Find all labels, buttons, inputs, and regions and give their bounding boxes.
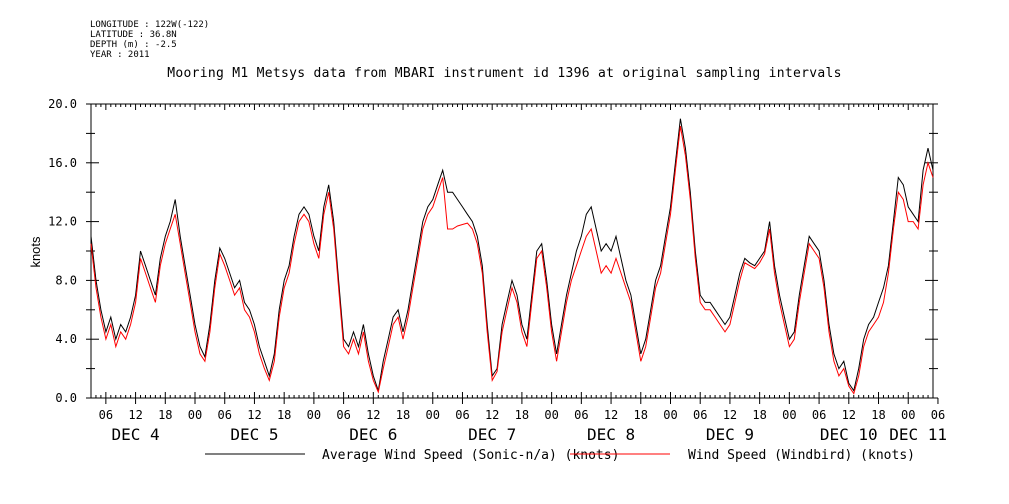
x-hour-tick-label: 12 bbox=[604, 408, 618, 422]
x-hour-tick-label: 18 bbox=[158, 408, 172, 422]
x-hour-tick-label: 00 bbox=[901, 408, 915, 422]
x-hour-tick-label: 00 bbox=[544, 408, 558, 422]
x-hour-tick-label: 18 bbox=[634, 408, 648, 422]
x-hour-tick-label: 18 bbox=[277, 408, 291, 422]
x-hour-tick-label: 12 bbox=[366, 408, 380, 422]
x-hour-tick-label: 00 bbox=[663, 408, 677, 422]
y-tick-label: 12.0 bbox=[48, 215, 77, 229]
x-hour-tick-label: 18 bbox=[871, 408, 885, 422]
x-hour-tick-label: 12 bbox=[247, 408, 261, 422]
latitude-label: LATITUDE : 36.8N bbox=[90, 30, 177, 40]
x-hour-tick-label: 06 bbox=[455, 408, 469, 422]
y-axis-ticks: 0.0 4.0 8.0 12.0 16.0 20.0 bbox=[48, 97, 938, 405]
x-hour-tick-label: 06 bbox=[218, 408, 232, 422]
x-hour-tick-label: 12 bbox=[485, 408, 499, 422]
x-hour-tick-label: 18 bbox=[752, 408, 766, 422]
x-hour-tick-label: 12 bbox=[128, 408, 142, 422]
x-day-label: DEC 4 bbox=[111, 425, 159, 444]
x-hour-tick-label: 18 bbox=[396, 408, 410, 422]
x-hour-tick-label: 00 bbox=[307, 408, 321, 422]
x-hour-tick-label: 18 bbox=[515, 408, 529, 422]
legend-label-windbird: Wind Speed (Windbird) (knots) bbox=[688, 448, 915, 463]
x-day-label: DEC 7 bbox=[468, 425, 516, 444]
y-tick-label: 4.0 bbox=[55, 332, 77, 346]
metadata-block: LONGITUDE : 122W(-122) LATITUDE : 36.8N … bbox=[90, 20, 209, 60]
y-tick-label: 8.0 bbox=[55, 273, 77, 287]
y-tick-label: 0.0 bbox=[55, 391, 77, 405]
x-day-label: DEC 9 bbox=[706, 425, 754, 444]
x-hour-tick-label: 00 bbox=[188, 408, 202, 422]
x-axis-ticks: 06 12 18 00 06 12 18 00 06 12 18 00 06 12 18 00 06 12 18 00… bbox=[90, 104, 947, 444]
x-day-label: DEC 10 bbox=[820, 425, 878, 444]
depth-label: DEPTH (m) : -2.5 bbox=[90, 40, 177, 50]
series-windbird-wind-speed bbox=[90, 126, 934, 395]
series-lines bbox=[90, 118, 934, 395]
x-hour-tick-label: 00 bbox=[426, 408, 440, 422]
x-day-label: DEC 11 bbox=[889, 425, 947, 444]
y-tick-label: 16.0 bbox=[48, 156, 77, 170]
x-hour-tick-label: 00 bbox=[782, 408, 796, 422]
x-hour-tick-label: 06 bbox=[931, 408, 945, 422]
x-hour-tick-label: 06 bbox=[693, 408, 707, 422]
y-tick-label: 20.0 bbox=[48, 97, 77, 111]
x-hour-tick-label: 06 bbox=[812, 408, 826, 422]
legend: Average Wind Speed (Sonic-n/a) (knots) W… bbox=[205, 448, 915, 463]
x-day-label: DEC 6 bbox=[349, 425, 397, 444]
legend-label-average-wind: Average Wind Speed (Sonic-n/a) (knots) bbox=[322, 448, 619, 463]
x-day-label: DEC 8 bbox=[587, 425, 635, 444]
year-label: YEAR : 2011 bbox=[90, 50, 150, 60]
x-hour-tick-label: 06 bbox=[336, 408, 350, 422]
chart-title: Mooring M1 Metsys data from MBARI instru… bbox=[167, 66, 842, 81]
y-axis-label: knots bbox=[28, 236, 43, 268]
x-hour-tick-label: 12 bbox=[842, 408, 856, 422]
x-hour-tick-label: 06 bbox=[574, 408, 588, 422]
longitude-label: LONGITUDE : 122W(-122) bbox=[90, 20, 210, 30]
x-day-label: DEC 5 bbox=[230, 425, 278, 444]
x-hour-tick-label: 06 bbox=[99, 408, 113, 422]
series-average-wind-speed bbox=[90, 118, 934, 392]
x-hour-tick-label: 12 bbox=[723, 408, 737, 422]
